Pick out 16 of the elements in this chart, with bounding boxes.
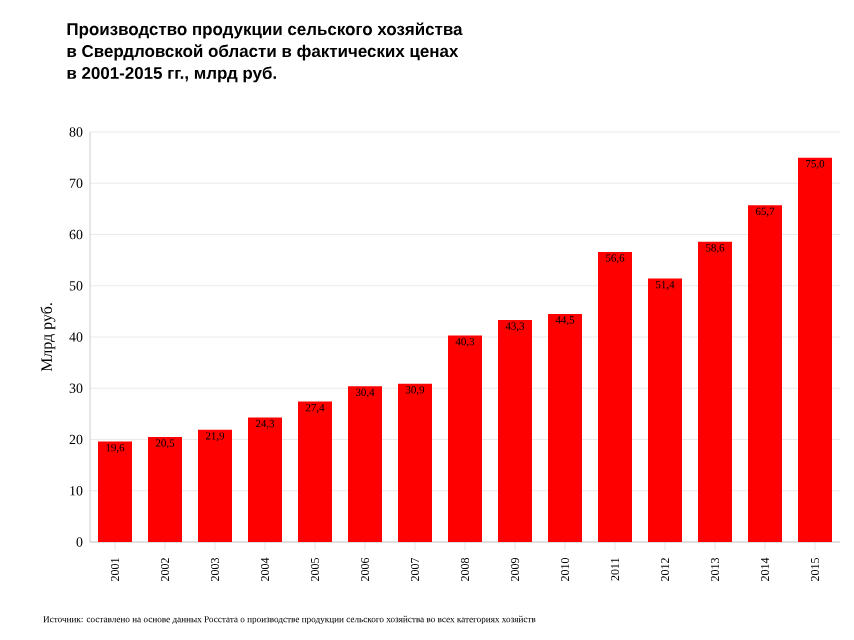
bar <box>98 441 132 542</box>
bar <box>348 386 383 542</box>
bar <box>648 278 683 542</box>
bar <box>498 320 533 542</box>
bar <box>748 205 783 542</box>
bar <box>148 436 182 542</box>
bar <box>698 241 733 542</box>
bar <box>198 429 232 542</box>
bar <box>798 157 833 542</box>
bar <box>598 251 633 542</box>
chart-title: Производство продукции сельского хозяйства в Свердловской области в фактических ценах в 2001-2015 гг., млрд руб. <box>67 22 463 83</box>
bar <box>298 401 333 542</box>
bar <box>448 335 483 542</box>
bar <box>548 313 583 542</box>
bar <box>248 417 283 542</box>
bar <box>398 383 433 542</box>
